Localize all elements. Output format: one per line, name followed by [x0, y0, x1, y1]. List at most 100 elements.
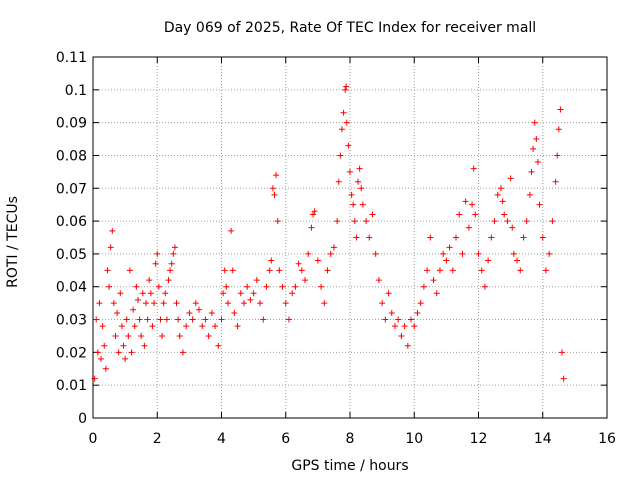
data-point — [510, 250, 517, 257]
data-point — [305, 250, 312, 257]
data-point — [160, 300, 167, 307]
data-point — [385, 290, 392, 297]
data-point — [417, 300, 424, 307]
data-point — [110, 300, 117, 307]
data-point — [478, 267, 485, 274]
data-point — [122, 355, 129, 362]
data-point — [128, 349, 135, 356]
y-axis-label: ROTI / TECUs — [5, 196, 21, 288]
data-point — [488, 234, 495, 241]
data-point — [147, 290, 154, 297]
x-tick-label: 8 — [346, 431, 355, 447]
data-point — [414, 309, 421, 316]
data-point — [552, 178, 559, 185]
data-point — [359, 201, 366, 208]
data-point — [93, 316, 100, 323]
y-tick-label: 0.07 — [56, 181, 87, 197]
data-point — [285, 316, 292, 323]
data-point — [244, 283, 251, 290]
data-point — [379, 300, 386, 307]
data-point — [382, 316, 389, 323]
data-point — [189, 316, 196, 323]
data-points — [91, 83, 567, 382]
data-point — [155, 283, 162, 290]
data-point — [358, 185, 365, 192]
data-point — [273, 172, 280, 179]
data-point — [134, 296, 141, 303]
data-point — [514, 257, 521, 264]
data-point — [491, 218, 498, 225]
data-point — [517, 267, 524, 274]
data-point — [520, 234, 527, 241]
data-point — [330, 244, 337, 251]
data-point — [398, 332, 405, 339]
data-point — [298, 267, 305, 274]
data-point — [112, 332, 119, 339]
data-point — [271, 191, 278, 198]
data-point — [157, 316, 164, 323]
x-tick-label: 10 — [405, 431, 423, 447]
data-point — [526, 191, 533, 198]
data-point — [504, 218, 511, 225]
data-point — [462, 198, 469, 205]
data-point — [475, 250, 482, 257]
data-point — [229, 267, 236, 274]
data-point — [295, 260, 302, 267]
data-point — [115, 349, 122, 356]
x-tick-label: 16 — [598, 431, 616, 447]
data-point — [167, 267, 174, 274]
y-tick-label: 0.05 — [56, 247, 87, 263]
data-point — [549, 218, 556, 225]
data-point — [355, 178, 362, 185]
data-point — [375, 277, 382, 284]
data-point — [152, 260, 159, 267]
data-point — [98, 355, 105, 362]
data-point — [228, 227, 235, 234]
data-point — [139, 290, 146, 297]
data-point — [104, 267, 111, 274]
data-point — [176, 332, 183, 339]
data-point — [420, 283, 427, 290]
data-point — [144, 316, 151, 323]
data-point — [404, 342, 411, 349]
data-point — [154, 250, 161, 257]
data-point — [366, 234, 373, 241]
data-point — [472, 211, 479, 218]
data-point — [321, 300, 328, 307]
data-point — [282, 300, 289, 307]
data-point — [427, 234, 434, 241]
data-point — [99, 323, 106, 330]
data-point — [335, 178, 342, 185]
data-point — [171, 244, 178, 251]
data-point — [430, 277, 437, 284]
x-tick-label: 2 — [153, 431, 162, 447]
data-point — [347, 168, 353, 175]
data-point — [292, 283, 299, 290]
data-point — [94, 349, 101, 356]
data-point — [481, 283, 488, 290]
data-point — [408, 316, 415, 323]
data-point — [311, 208, 318, 215]
data-point — [102, 365, 109, 372]
data-point — [279, 283, 286, 290]
data-point — [162, 290, 169, 297]
y-tick-label: 0.11 — [56, 50, 87, 66]
data-point — [348, 191, 355, 198]
data-point — [314, 257, 321, 264]
data-point — [231, 309, 238, 316]
plot-frame — [92, 56, 608, 419]
data-point — [146, 277, 153, 284]
data-point — [151, 300, 158, 307]
data-point — [120, 342, 127, 349]
x-tick-label: 4 — [217, 431, 226, 447]
data-point — [528, 168, 535, 175]
data-point — [449, 267, 456, 274]
data-point — [334, 218, 341, 225]
data-point — [221, 267, 228, 274]
data-point — [125, 332, 132, 339]
data-point — [310, 211, 317, 218]
y-tick-label: 0.04 — [56, 280, 87, 296]
data-point — [343, 119, 350, 126]
y-tick-label: 0.01 — [56, 378, 87, 394]
data-point — [351, 218, 358, 225]
